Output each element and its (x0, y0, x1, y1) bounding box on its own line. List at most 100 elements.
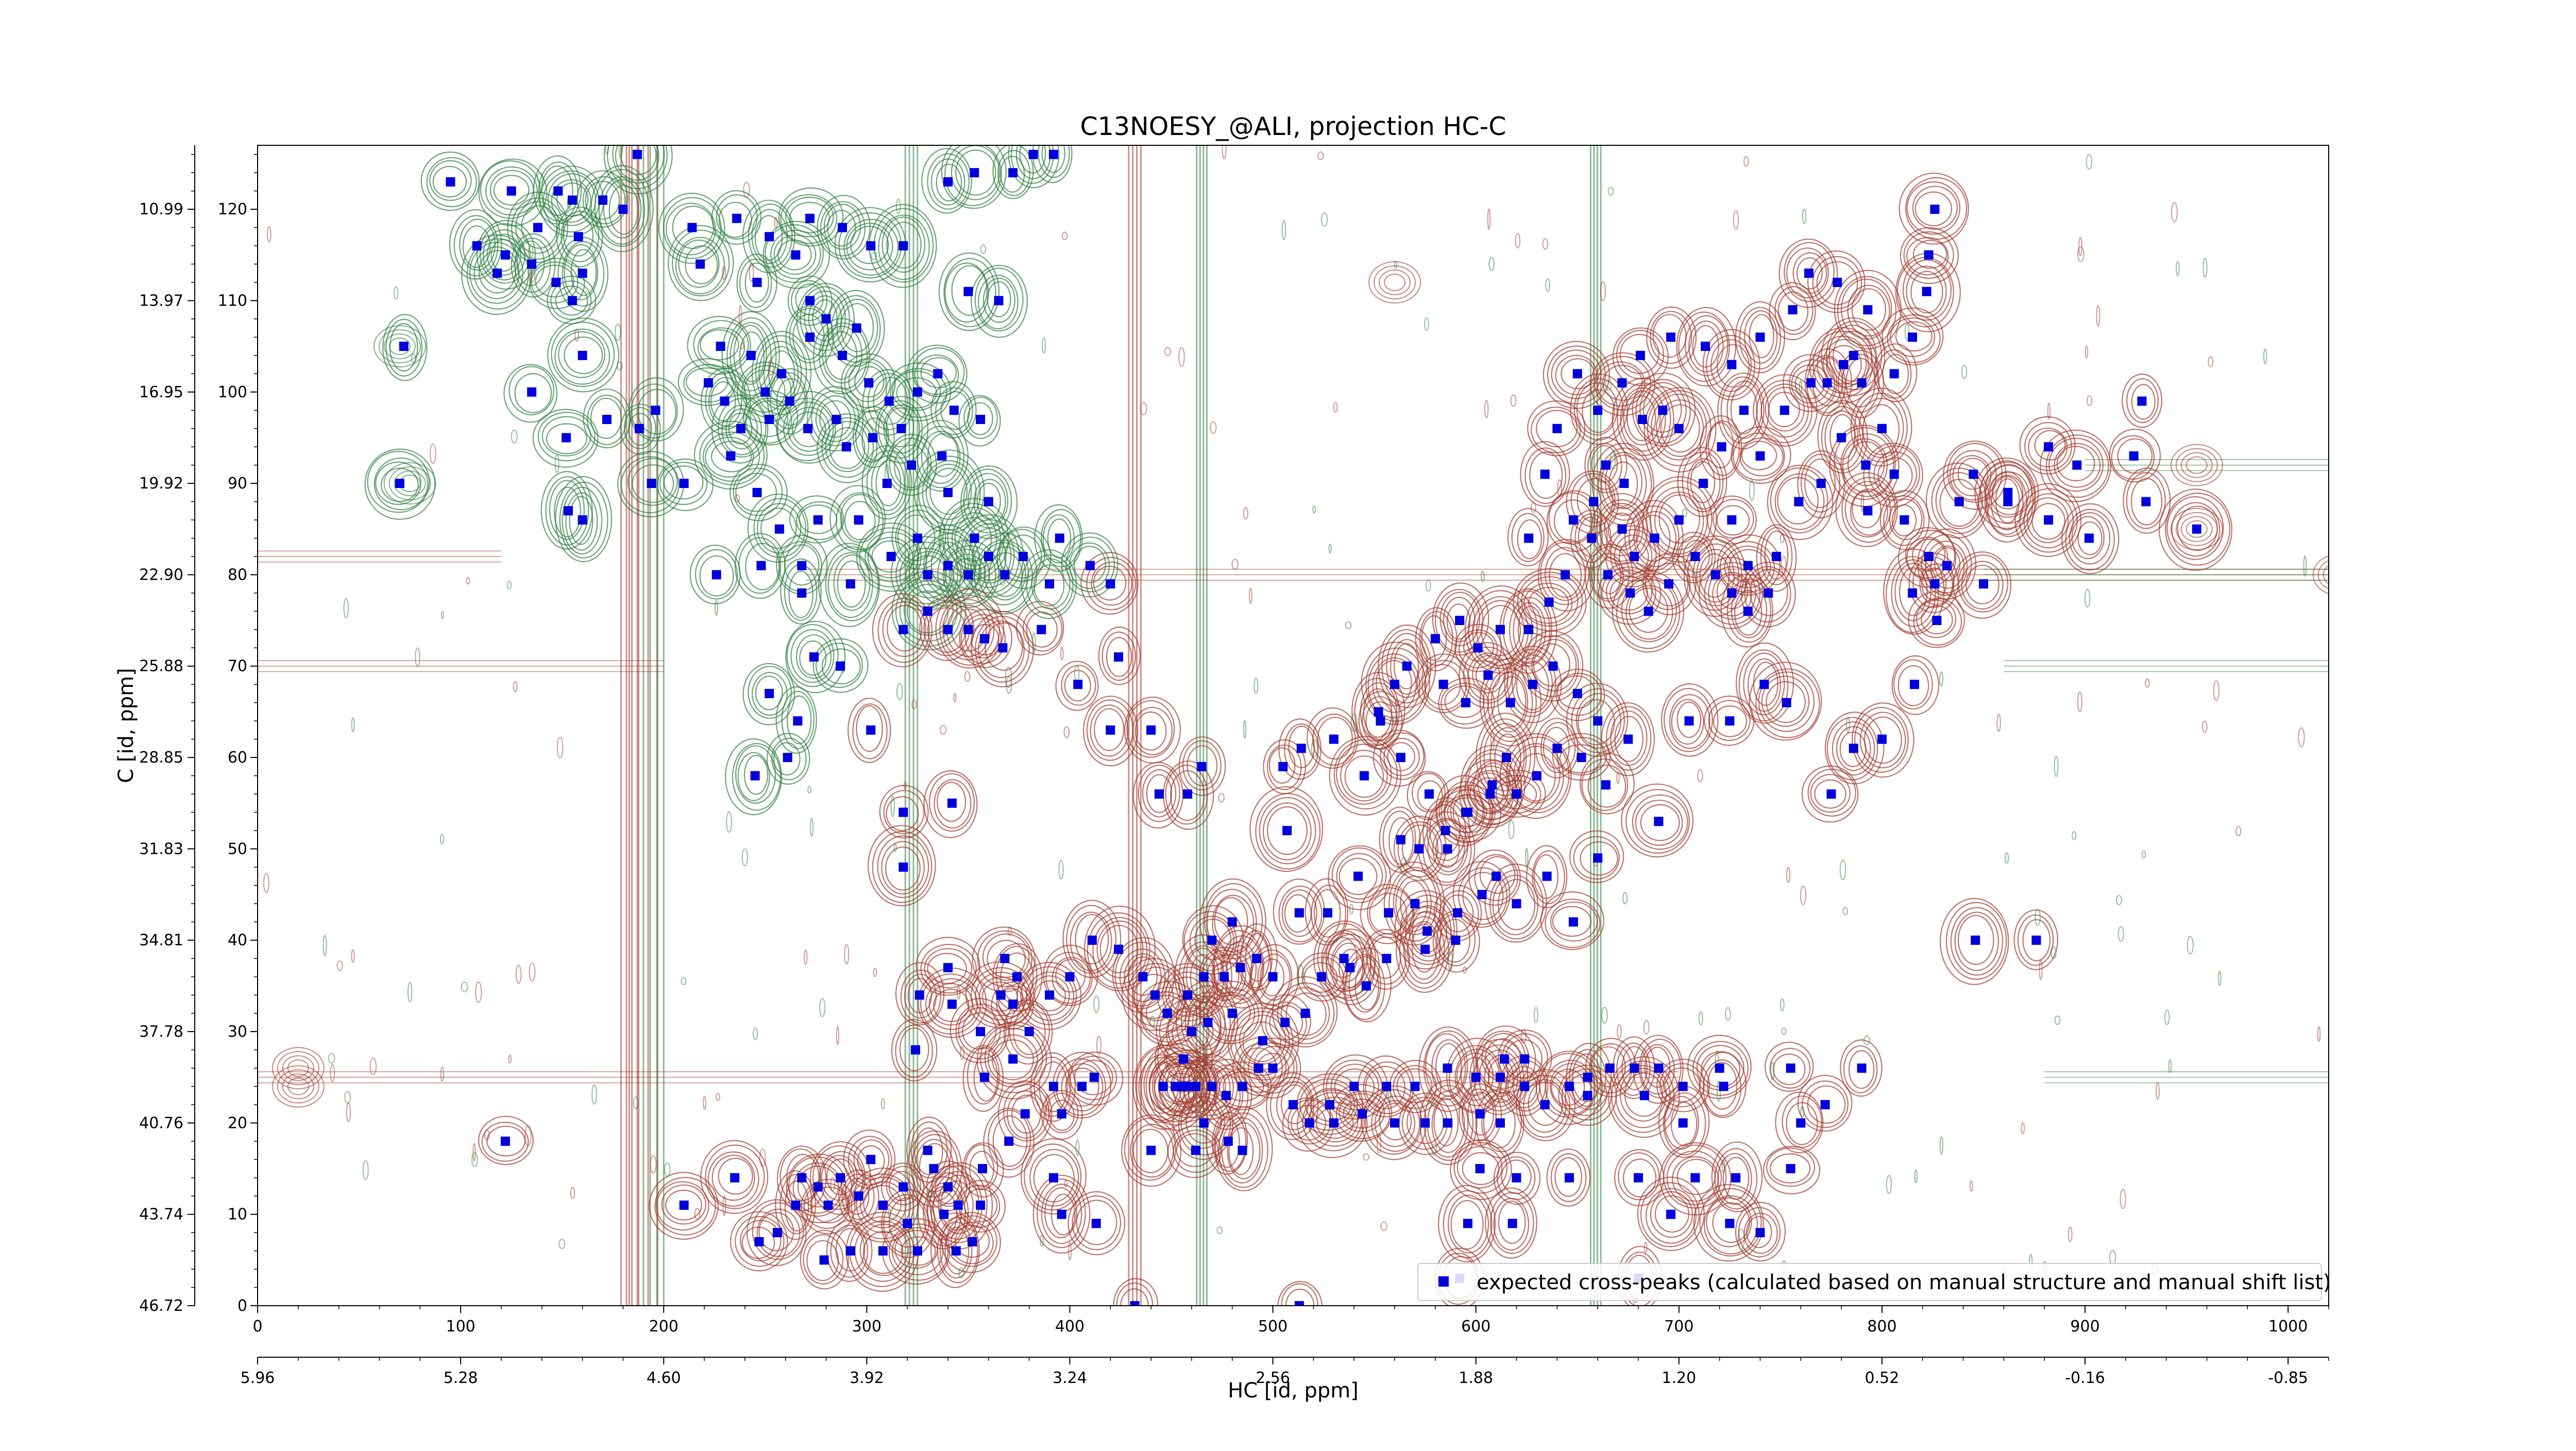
contour-ring (792, 314, 825, 360)
contour-noise (1780, 533, 1785, 544)
contour-ring (1498, 1201, 1526, 1244)
cross-peak (1552, 744, 1562, 753)
contour-ring (739, 258, 772, 308)
y-tick-label: 40 (228, 932, 247, 950)
contour-ring (899, 1027, 929, 1072)
contour-ring (1497, 879, 1536, 931)
contour-ring (388, 338, 411, 356)
cross-peak (1223, 1136, 1233, 1146)
contour-ring (659, 462, 708, 505)
cross-peak (1643, 606, 1653, 616)
contour-ring (758, 1212, 794, 1252)
contour-ring (886, 407, 914, 448)
contour-ring (735, 1216, 785, 1267)
cross-peak (1565, 1173, 1574, 1183)
contour-ring (1706, 1197, 1752, 1247)
contour-noise (351, 949, 355, 963)
contour-ring (1506, 649, 1556, 717)
contour-ring (1415, 607, 1458, 671)
contour-ring (1845, 358, 1876, 408)
contour-noise (1045, 1094, 1050, 1113)
contour-ring (1507, 508, 1549, 567)
contour-ring (838, 1169, 879, 1225)
contour-noise (2084, 345, 2089, 358)
x-axis-label: HC [id, ppm] (1228, 1379, 1359, 1403)
contour-noise (556, 736, 564, 758)
contour-noise (1243, 507, 1249, 519)
cross-peak (1908, 332, 1918, 342)
contour-ring (1636, 515, 1671, 562)
x-tick-label: 900 (2070, 1318, 2099, 1336)
y-ppm-tick-label: 25.88 (139, 657, 183, 676)
contour-ring (852, 703, 888, 760)
contour-ring (668, 225, 734, 301)
contour-ring (1758, 671, 1815, 732)
contour-ring (1578, 699, 1615, 746)
cross-peak (963, 286, 973, 296)
contour-ring (856, 1176, 911, 1234)
contour-ring (678, 239, 720, 288)
contour-ring (718, 1158, 753, 1195)
contour-noise (2120, 1189, 2126, 1209)
cross-peak (2137, 396, 2147, 406)
cross-peak (1345, 963, 1355, 972)
contour-ring (1374, 265, 1416, 299)
contour-ring (1632, 373, 1696, 447)
cross-peak (1583, 1091, 1592, 1101)
contour-ring (982, 933, 1030, 981)
cross-peak (1634, 1173, 1643, 1183)
cross-peak (1701, 342, 1710, 351)
contour-ring (913, 449, 985, 534)
contour-ring (948, 553, 986, 595)
cross-peak (1227, 917, 1237, 927)
contour-noise (2050, 946, 2057, 959)
cross-peak (1420, 1118, 1430, 1128)
contour-ring (1906, 265, 1947, 318)
contour-ring (710, 441, 752, 473)
contour-noise (1210, 421, 1217, 434)
contour-ring (701, 367, 751, 436)
cross-peak (1794, 497, 1804, 507)
cross-peak (2084, 533, 2094, 543)
contour-noise (1605, 379, 1612, 391)
contour-ring (1596, 361, 1646, 407)
cross-peak (1678, 1118, 1688, 1128)
contour-ring (394, 470, 426, 497)
contour-ring (1034, 980, 1066, 1011)
cross-peak (1420, 944, 1430, 954)
contour-ring (1280, 987, 1330, 1040)
contour-ring (1598, 447, 1652, 521)
contour-ring (928, 773, 975, 832)
contour-ring (1438, 1185, 1496, 1262)
contour-ring (1526, 845, 1568, 908)
contour-ring (1199, 878, 1266, 964)
cross-peak (797, 561, 807, 570)
contour-ring (533, 155, 582, 225)
cross-peak (933, 369, 943, 379)
cross-peak (1930, 579, 1940, 589)
contour-ring (1663, 1144, 1727, 1209)
cross-peak (1349, 1082, 1359, 1091)
contour-ring (490, 239, 517, 272)
cross-peak (1684, 716, 1694, 726)
contour-ring (2045, 434, 2109, 498)
contour-ring (912, 419, 969, 492)
cross-peak (1717, 442, 1726, 452)
contour-noise (1781, 555, 1787, 575)
cross-peak (910, 1045, 920, 1055)
contour-ring (1895, 321, 1933, 352)
contour-ring (973, 1053, 998, 1102)
contour-noise (2208, 356, 2214, 367)
contour-ring (1595, 499, 1648, 562)
contour-noise (1178, 347, 1185, 367)
contour-ring (1947, 443, 2003, 503)
contour-ring (1552, 733, 1611, 781)
cross-peak (1339, 954, 1349, 964)
cross-peak (1254, 1063, 1263, 1073)
cross-peak (968, 1237, 977, 1246)
cross-peak (500, 250, 510, 260)
contour-ring (871, 540, 909, 573)
y-axis-label: C [id, ppm] (114, 668, 138, 783)
contour-noise (2263, 348, 2267, 365)
contour-noise (1007, 926, 1012, 936)
